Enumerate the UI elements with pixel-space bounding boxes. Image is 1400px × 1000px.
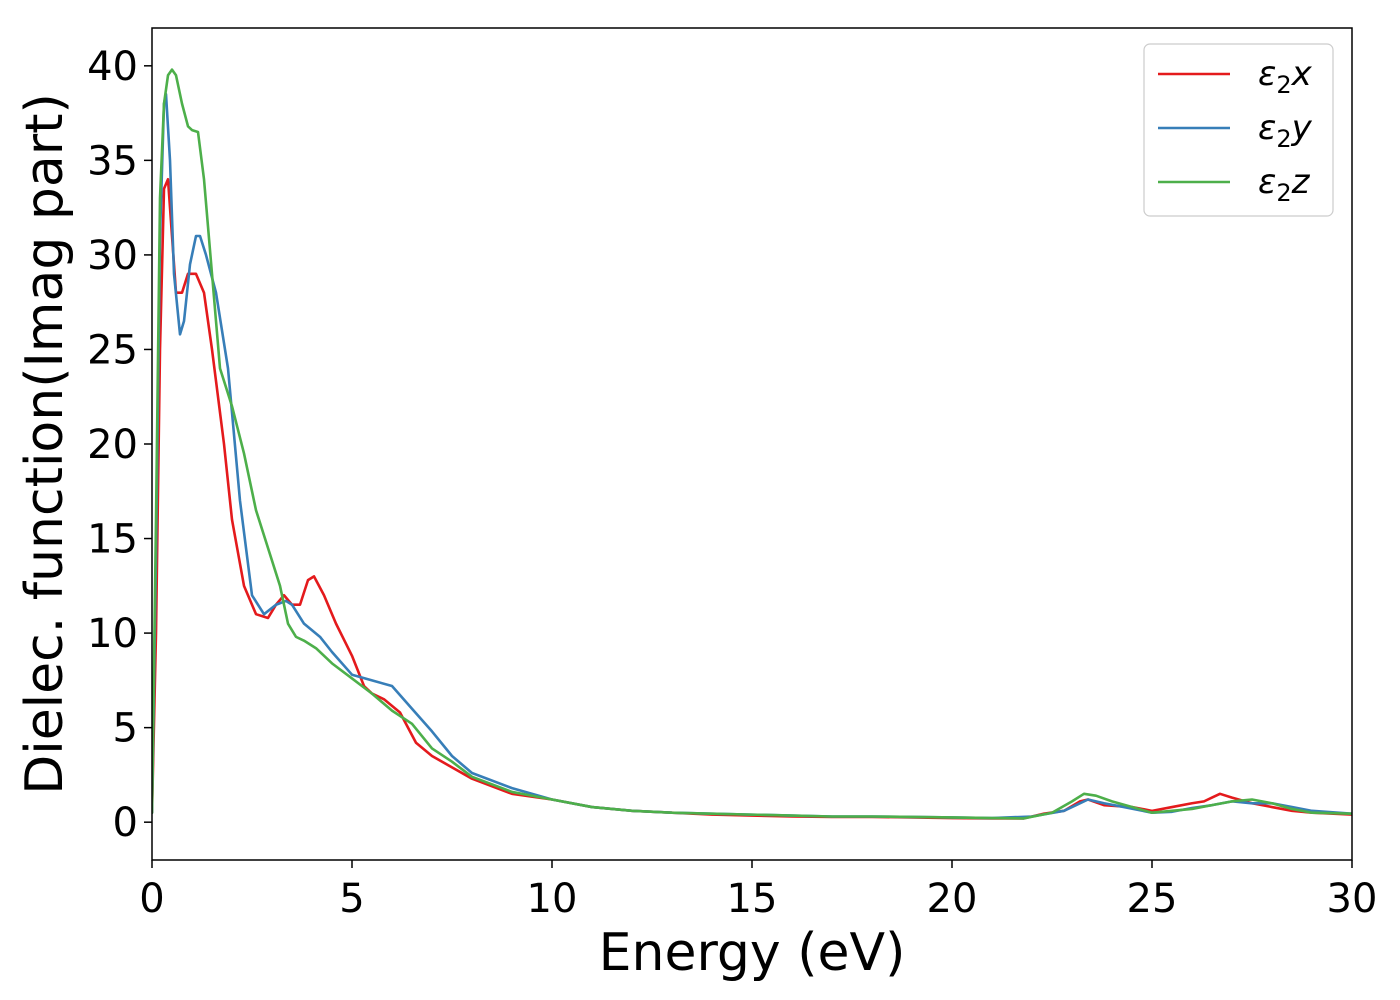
- series-line-x: [152, 177, 1352, 820]
- y-tick-label: 0: [113, 800, 138, 846]
- y-tick-label: 15: [87, 517, 138, 563]
- y-tick-label: 35: [87, 138, 138, 184]
- y-axis-ticks: 0 5 10 15 20 25 30 35 40: [87, 44, 152, 846]
- x-tick-label: 10: [527, 876, 578, 922]
- legend-label-y: ε2y: [1258, 108, 1313, 153]
- x-axis-ticks: 0 5 10 15 20 25 30: [139, 860, 1377, 922]
- x-tick-label: 15: [727, 876, 778, 922]
- x-tick-label: 25: [1127, 876, 1178, 922]
- legend-label-x: ε2x: [1258, 54, 1313, 99]
- legend-box: [1143, 43, 1334, 217]
- y-tick-label: 40: [87, 44, 138, 90]
- x-axis-label: Energy (eV): [599, 923, 906, 983]
- legend: ε2x ε2y ε2z: [1143, 43, 1334, 217]
- legend-label-z: ε2z: [1258, 162, 1311, 207]
- y-tick-label: 10: [87, 611, 138, 657]
- x-tick-label: 0: [139, 876, 164, 922]
- series-layer: [152, 68, 1352, 820]
- y-tick-label: 25: [87, 327, 138, 373]
- x-tick-label: 5: [339, 876, 364, 922]
- y-tick-label: 5: [113, 706, 138, 752]
- series-line-y: [152, 92, 1352, 820]
- x-tick-label: 20: [927, 876, 978, 922]
- y-tick-label: 30: [87, 233, 138, 279]
- x-tick-label: 30: [1327, 876, 1378, 922]
- series-line-z: [152, 68, 1352, 820]
- y-tick-label: 20: [87, 422, 138, 468]
- y-axis-label: Dielec. function(Imag part): [15, 93, 75, 795]
